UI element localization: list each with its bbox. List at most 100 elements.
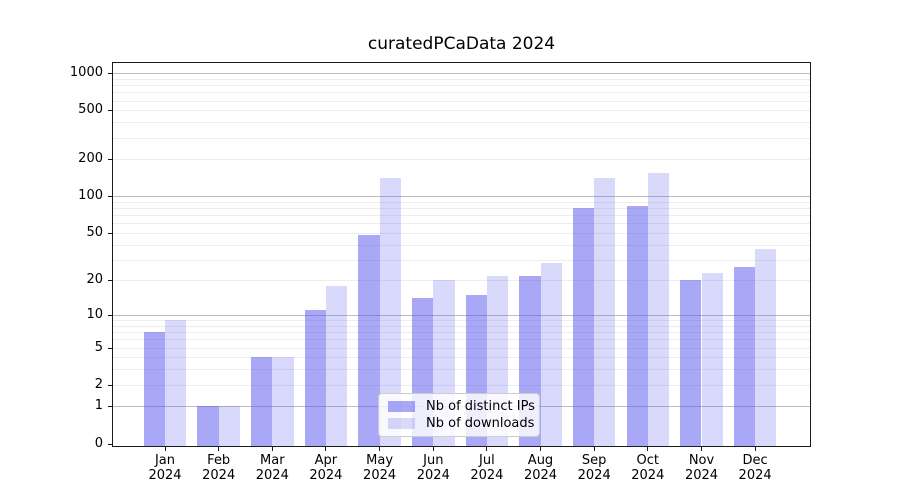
- x-tick-mark: [593, 446, 595, 451]
- bar-distinct-ips-may: [358, 234, 380, 446]
- x-tick-label: Jan 2024: [148, 453, 182, 483]
- x-tick-mark: [218, 446, 220, 451]
- y-tick-mark: [108, 315, 113, 316]
- minor-gridline: [113, 347, 810, 349]
- minor-gridline: [113, 320, 810, 322]
- x-tick-mark: [647, 446, 649, 451]
- minor-gridline: [113, 92, 810, 94]
- bar-distinct-ips-apr: [304, 310, 326, 446]
- x-tick-label: Jun 2024: [416, 453, 450, 483]
- x-tick-label: Aug 2024: [523, 453, 558, 483]
- legend-item-distinct-ips: Nb of distinct IPs: [388, 399, 535, 414]
- bar-downloads-feb: [218, 406, 240, 446]
- x-tick-mark: [754, 446, 756, 451]
- y-tick-label: 1000: [69, 65, 103, 81]
- minor-gridline: [113, 208, 810, 209]
- minor-gridline: [113, 369, 810, 371]
- bar-downloads-apr: [325, 285, 348, 446]
- y-tick-label: 50: [86, 224, 103, 240]
- y-tick-label: 500: [78, 102, 103, 118]
- bar-downloads-nov: [701, 273, 723, 446]
- minor-gridline: [113, 122, 810, 124]
- x-tick-label: Oct 2024: [631, 453, 665, 483]
- minor-gridline: [113, 223, 810, 225]
- x-tick-label: Sep 2024: [577, 453, 611, 483]
- bar-distinct-ips-jan: [143, 332, 165, 446]
- legend-item-downloads: Nb of downloads: [388, 416, 535, 431]
- y-tick-mark: [108, 196, 113, 198]
- y-tick-label: 2: [94, 376, 103, 392]
- y-tick-mark: [108, 110, 113, 112]
- y-tick-label: 0: [94, 435, 103, 451]
- minor-gridline: [113, 259, 810, 261]
- bar-downloads-mar: [272, 357, 294, 446]
- bar-downloads-oct: [647, 172, 670, 446]
- x-tick-label: Feb 2024: [202, 453, 236, 483]
- bar-downloads-may: [379, 178, 401, 446]
- bar-distinct-ips-dec: [733, 266, 756, 446]
- minor-gridline: [113, 159, 810, 161]
- minor-gridline: [113, 280, 810, 282]
- x-tick-label: Jul 2024: [470, 453, 504, 483]
- y-tick-mark: [108, 384, 113, 386]
- bar-distinct-ips-oct: [626, 206, 648, 446]
- bar-distinct-ips-nov: [680, 280, 702, 446]
- bar-downloads-sep: [594, 178, 616, 446]
- major-gridline: [113, 196, 810, 198]
- legend-swatch-downloads: [388, 418, 415, 429]
- minor-gridline: [113, 85, 810, 87]
- bar-distinct-ips-feb: [197, 406, 219, 446]
- gridlines: [113, 63, 810, 446]
- y-tick-mark: [108, 347, 113, 349]
- x-tick-mark: [325, 446, 327, 451]
- bar-downloads-jan: [165, 320, 187, 446]
- minor-gridline: [113, 137, 810, 139]
- x-tick-label: Dec 2024: [738, 453, 772, 483]
- y-tick-mark: [108, 280, 113, 282]
- legend-swatch-distinct-ips: [388, 401, 415, 412]
- minor-gridline: [113, 325, 810, 327]
- legend: Nb of distinct IPs Nb of downloads: [378, 393, 540, 437]
- x-tick-mark: [701, 446, 702, 451]
- minor-gridline: [113, 100, 810, 102]
- minor-gridline: [113, 78, 810, 80]
- minor-gridline: [113, 384, 810, 386]
- major-gridline: [113, 73, 810, 75]
- y-tick-label: 200: [78, 151, 103, 167]
- x-tick-mark: [379, 446, 381, 451]
- plot-area: Nb of distinct IPs Nb of downloads: [112, 62, 811, 447]
- bar-distinct-ips-mar: [251, 357, 273, 446]
- y-tick-mark: [108, 159, 113, 161]
- minor-gridline: [113, 201, 810, 203]
- legend-label-downloads: Nb of downloads: [426, 416, 535, 431]
- x-tick-mark: [540, 446, 541, 451]
- y-tick-label: 5: [94, 339, 103, 355]
- x-tick-mark: [432, 446, 434, 451]
- x-tick-label: Mar 2024: [255, 453, 289, 483]
- minor-gridline: [113, 357, 810, 359]
- legend-label-distinct-ips: Nb of distinct IPs: [426, 399, 535, 414]
- x-tick-label: Nov 2024: [684, 453, 719, 483]
- bars-layer: [113, 63, 810, 446]
- y-tick-mark: [108, 73, 113, 75]
- minor-gridline: [113, 232, 810, 234]
- y-tick-label: 1: [94, 398, 103, 414]
- x-tick-mark: [271, 446, 273, 451]
- major-gridline: [113, 315, 810, 316]
- x-tick-mark: [164, 446, 166, 451]
- y-tick-label: 20: [86, 272, 103, 288]
- minor-gridline: [113, 339, 810, 341]
- bar-downloads-dec: [755, 248, 777, 446]
- minor-gridline: [113, 332, 810, 334]
- x-tick-label: Apr 2024: [309, 453, 343, 483]
- x-tick-label: May 2024: [363, 453, 397, 483]
- y-tick-label: 10: [86, 307, 103, 322]
- bar-downloads-aug: [540, 263, 562, 446]
- x-tick-mark: [486, 446, 488, 451]
- y-tick-mark: [108, 232, 113, 234]
- y-tick-mark: [108, 443, 113, 445]
- minor-gridline: [113, 244, 810, 246]
- minor-gridline: [113, 215, 810, 217]
- y-tick-mark: [108, 406, 113, 408]
